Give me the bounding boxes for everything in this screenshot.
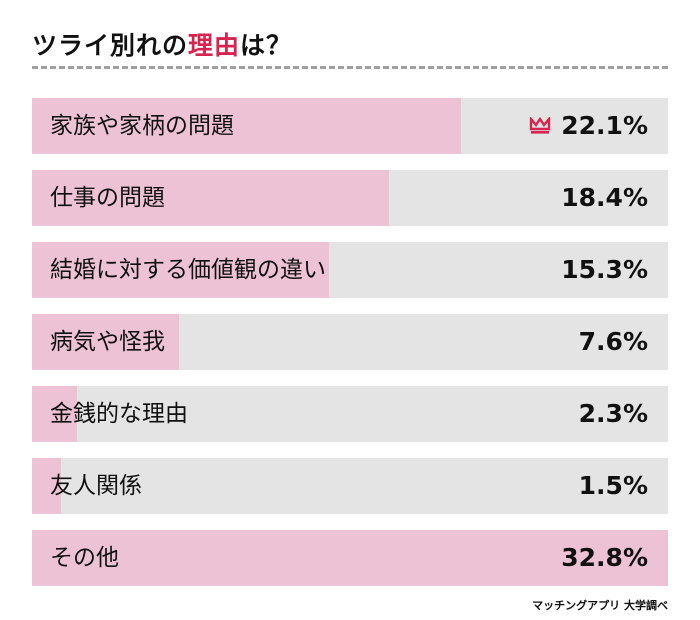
value-label: 1.5%: [578, 471, 648, 500]
value-label: 22.1%: [561, 111, 648, 140]
value-label-wrap: 15.3%: [561, 242, 648, 298]
category-label: 仕事の問題: [50, 185, 165, 211]
title-text: ツライ別れの: [32, 31, 189, 60]
value-label-wrap: 32.8%: [561, 530, 648, 586]
value-label-wrap: 2.3%: [579, 386, 648, 442]
value-label-wrap: 22.1%: [529, 98, 648, 154]
category-label: 金銭的な理由: [50, 401, 188, 427]
value-label: 7.6%: [578, 327, 648, 356]
title-highlight: 理由: [188, 31, 241, 60]
source-note: マッチングアプリ 大学調べ: [532, 599, 668, 612]
bar-row: その他 32.8%: [32, 530, 668, 586]
bar: [32, 242, 329, 298]
value-label: 18.4%: [561, 183, 648, 212]
value-label: 2.3%: [578, 399, 648, 428]
value-label-wrap: 7.6%: [579, 314, 648, 370]
bar-row: 仕事の問題 18.4%: [32, 170, 668, 226]
dashed-divider: [32, 66, 668, 69]
title-suffix: は？: [240, 31, 293, 60]
bar-row: 家族や家柄の問題 22.1%: [32, 98, 668, 154]
bar: [32, 530, 668, 586]
value-label: 32.8%: [561, 543, 648, 572]
value-label-wrap: 1.5%: [579, 458, 648, 514]
chart-title: ツライ別れの理由は？: [32, 26, 292, 62]
category-label: その他: [50, 545, 119, 571]
bar-row: 金銭的な理由 2.3%: [32, 386, 668, 442]
bar: [32, 314, 180, 370]
bar: [32, 170, 389, 226]
bar-row: 結婚に対する価値観の違い 15.3%: [32, 242, 668, 298]
category-label: 友人関係: [50, 473, 142, 499]
category-label: 家族や家柄の問題: [50, 113, 234, 139]
category-label: 結婚に対する価値観の違い: [50, 257, 326, 283]
value-label: 15.3%: [561, 255, 648, 284]
bar-row: 友人関係 1.5%: [32, 458, 668, 514]
category-label: 病気や怪我: [50, 329, 165, 355]
crown-icon: [530, 117, 551, 134]
value-label-wrap: 18.4%: [561, 170, 648, 226]
bar: [32, 386, 77, 442]
bar: [32, 98, 461, 154]
bar: [32, 458, 62, 514]
bar-row: 病気や怪我 7.6%: [32, 314, 668, 370]
